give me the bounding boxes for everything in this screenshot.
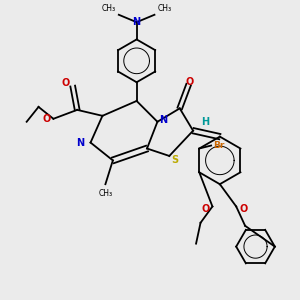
Text: O: O: [186, 76, 194, 87]
Text: N: N: [159, 115, 167, 125]
Text: N: N: [133, 17, 141, 27]
Text: H: H: [201, 117, 209, 127]
Text: N: N: [76, 138, 84, 148]
Text: O: O: [61, 78, 70, 88]
Text: O: O: [239, 204, 248, 214]
Text: S: S: [172, 155, 179, 165]
Text: O: O: [201, 204, 209, 214]
Text: O: O: [42, 114, 50, 124]
Text: CH₃: CH₃: [158, 4, 172, 13]
Text: Br: Br: [214, 141, 225, 150]
Text: CH₃: CH₃: [102, 4, 116, 13]
Text: CH₃: CH₃: [98, 189, 112, 198]
